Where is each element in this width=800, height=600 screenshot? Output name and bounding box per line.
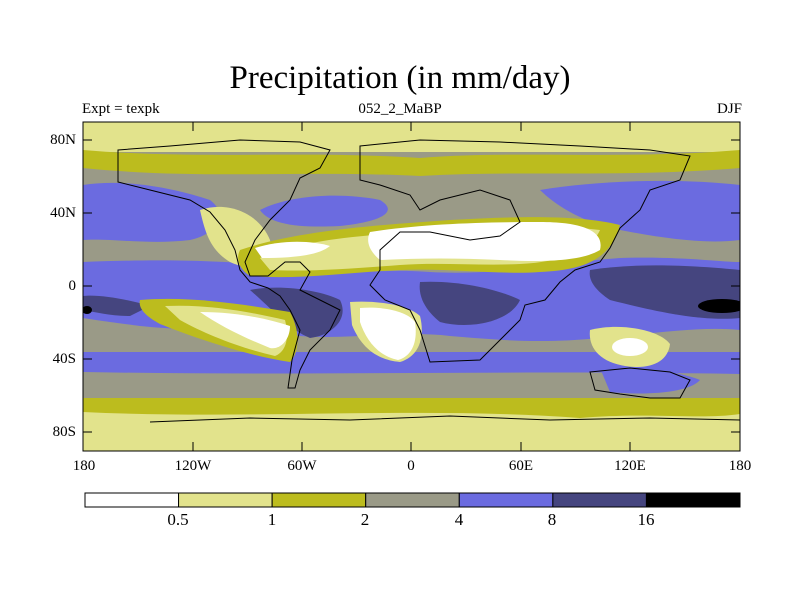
americas-outline	[117, 139, 341, 389]
contour-max-core-edge	[83, 306, 92, 314]
precipitation-contours	[83, 122, 740, 451]
contour-s-ocean	[83, 372, 740, 398]
contour-mexico-dry	[255, 241, 330, 258]
contour-indian-ocean-dry	[612, 338, 648, 356]
colorbar-swatch	[84, 492, 180, 508]
lon-label-180e: 180	[728, 458, 752, 474]
contour-antarctic	[83, 412, 740, 451]
colorbar	[84, 492, 741, 508]
lon-label-120w: 120W	[174, 458, 212, 474]
lat-label-80s: 80S	[52, 424, 76, 440]
experiment-label: Expt = texpk	[82, 101, 160, 117]
coastlines	[117, 139, 740, 423]
colorbar-swatch	[552, 492, 647, 508]
colorbar-label: 0.5	[167, 510, 189, 529]
colorbar-swatch	[645, 492, 741, 508]
lon-label-60w: 60W	[287, 458, 317, 474]
lon-label-180w: 180	[72, 458, 96, 474]
lat-label-40n: 40N	[50, 205, 76, 221]
lon-label-60e: 60E	[508, 458, 534, 474]
contour-n-pacific-track	[83, 182, 220, 242]
season-label: DJF	[716, 101, 742, 117]
colorbar-swatch	[458, 492, 554, 508]
colorbar-label: 16	[637, 510, 655, 529]
contour-n-pacific-east	[540, 180, 740, 242]
axis-ticks	[83, 122, 740, 451]
lat-label-0: 0	[68, 278, 77, 294]
lon-label-0: 0	[407, 458, 415, 474]
colorbar-label: 2	[360, 510, 370, 529]
period-label: 052_2_MaBP	[358, 101, 442, 117]
antarctica-outline	[149, 415, 740, 423]
contour-arctic-band	[83, 150, 740, 176]
lat-label-80n: 80N	[50, 132, 76, 148]
eurasia-africa-outline	[359, 139, 691, 363]
contour-sahara-arabia	[368, 222, 601, 261]
colorbar-swatch	[178, 492, 273, 508]
colorbar-label: 8	[547, 510, 557, 529]
lat-label-40s: 40S	[52, 351, 76, 367]
lon-label-120e: 120E	[614, 458, 646, 474]
colorbar-swatch	[271, 492, 367, 508]
contour-n-atlantic-track	[260, 195, 388, 227]
map-title: Precipitation (in mm/day)	[229, 60, 571, 96]
colorbar-label: 1	[267, 510, 277, 529]
contour-congo-core	[419, 281, 520, 326]
contour-pacific-core-west	[83, 295, 150, 316]
contour-s-atlantic-dry	[360, 307, 416, 360]
colorbar-swatch	[365, 492, 460, 508]
contour-se-pacific-dry	[200, 312, 290, 349]
australia-outline	[589, 367, 691, 399]
colorbar-label: 4	[454, 510, 464, 529]
contour-max-core	[698, 299, 740, 313]
